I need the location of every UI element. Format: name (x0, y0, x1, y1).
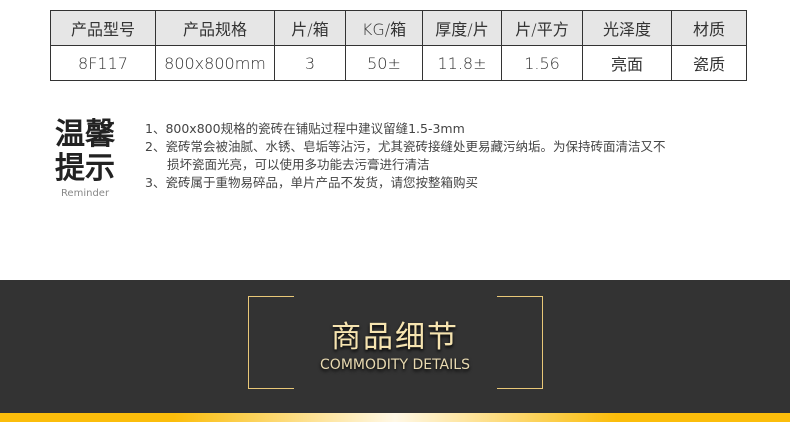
bracket-bottom-left (248, 335, 294, 389)
cell-pcs-box: 3 (274, 45, 346, 81)
header-material: 材质 (671, 10, 747, 46)
header-kg-box: KG/箱 (345, 10, 423, 46)
reminder-subtitle: Reminder (60, 188, 110, 199)
tip-2-cont: 损坏瓷面光亮，可以使用多功能去污膏进行清洁 (167, 157, 430, 172)
bracket-bottom-right (497, 335, 543, 389)
cell-thickness: 11.8± (422, 45, 502, 81)
reminder-title-2: 提示 (55, 151, 115, 186)
header-pcs-sqm: 片/平方 (501, 10, 583, 46)
tip-2: 2、瓷砖常会被油腻、水锈、皂垢等沾污，尤其瓷砖接缝处更易藏污纳垢。为保持砖面清洁… (145, 139, 666, 154)
cell-material: 瓷质 (671, 45, 747, 81)
cell-kg-box: 50± (345, 45, 423, 81)
tip-3: 3、瓷砖属于重物易碎品，单片产品不发货，请您按整箱购买 (145, 175, 478, 190)
cell-pcs-sqm: 1.56 (501, 45, 583, 81)
details-subtitle: COMMODITY DETAILS (320, 357, 470, 373)
table-header-row: 产品型号 产品规格 片/箱 KG/箱 厚度/片 片/平方 光泽度 材质 (50, 10, 747, 46)
details-banner (0, 280, 790, 413)
header-thickness: 厚度/片 (422, 10, 502, 46)
table-row: 8F117 800x800mm 3 50± 11.8± 1.56 亮面 瓷质 (50, 45, 747, 81)
tip-1: 1、800x800规格的瓷砖在铺贴过程中建议留缝1.5-3mm (145, 121, 465, 136)
reminder-heading: 温馨 提示 Reminder (50, 117, 120, 200)
tips-list: 1、800x800规格的瓷砖在铺贴过程中建议留缝1.5-3mm 2、瓷砖常会被油… (145, 120, 745, 192)
bracket-top-left (248, 296, 294, 350)
spec-table: 产品型号 产品规格 片/箱 KG/箱 厚度/片 片/平方 光泽度 材质 8F11… (50, 10, 747, 81)
details-title: 商品细节 (331, 320, 459, 355)
header-spec: 产品规格 (155, 10, 275, 46)
accent-bar (0, 413, 790, 422)
cell-gloss: 亮面 (582, 45, 672, 81)
bracket-top-right (497, 296, 543, 350)
header-pcs-box: 片/箱 (274, 10, 346, 46)
header-model: 产品型号 (50, 10, 156, 46)
cell-spec: 800x800mm (155, 45, 275, 81)
reminder-title-1: 温馨 (55, 117, 115, 152)
cell-model: 8F117 (50, 45, 156, 81)
header-gloss: 光泽度 (582, 10, 672, 46)
